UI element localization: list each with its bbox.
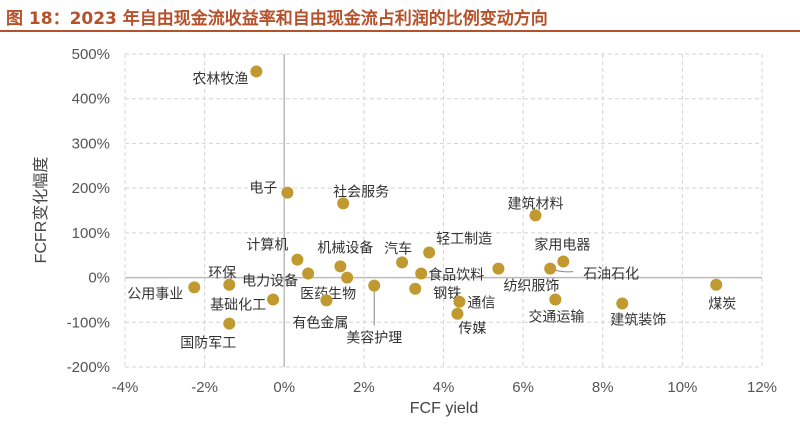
x-tick-label: -4% — [112, 379, 139, 396]
y-tick-label: -200% — [67, 359, 110, 376]
point-label: 电子 — [249, 181, 277, 197]
x-tick-label: 6% — [512, 379, 534, 396]
x-tick-label: -2% — [191, 379, 218, 396]
data-point — [223, 278, 236, 291]
point-label: 农林牧渔 — [192, 71, 248, 87]
point-label: 基础化工 — [210, 296, 266, 313]
x-tick-label: 8% — [592, 379, 614, 396]
data-point — [368, 279, 381, 292]
point-label: 交通运输 — [528, 308, 584, 325]
point-label: 食品饮料 — [428, 267, 484, 284]
point-label: 传媒 — [458, 321, 486, 337]
data-point — [281, 186, 294, 199]
y-tick-label: 500% — [72, 46, 110, 63]
y-tick-label: 400% — [72, 91, 110, 108]
data-point — [250, 65, 263, 78]
data-point — [337, 197, 350, 210]
point-label: 建筑装饰 — [610, 313, 666, 329]
x-axis-label: FCF yield — [410, 400, 478, 417]
point-label: 医药生物 — [300, 287, 356, 303]
point-label: 建筑材料 — [507, 196, 563, 212]
data-point — [492, 262, 505, 275]
x-tick-label: 12% — [747, 379, 777, 396]
y-tick-label: -100% — [67, 314, 110, 331]
data-point — [616, 297, 629, 310]
data-point — [334, 260, 347, 273]
data-point — [409, 282, 422, 295]
title-underline — [0, 30, 800, 32]
data-point — [710, 278, 723, 291]
y-tick-label: 0% — [88, 270, 110, 287]
data-point — [302, 267, 315, 280]
point-label: 公用事业 — [127, 286, 183, 302]
x-tick-label: 10% — [667, 379, 697, 396]
point-label: 国防军工 — [180, 336, 236, 352]
point-label: 电力设备 — [242, 273, 298, 290]
point-label: 轻工制造 — [436, 232, 492, 248]
y-tick-label: 100% — [72, 225, 110, 242]
point-label: 煤炭 — [708, 297, 736, 313]
data-point — [188, 281, 201, 294]
point-label: 钢铁 — [433, 286, 461, 302]
point-label: 环保 — [208, 266, 236, 282]
point-label: 石油石化 — [583, 267, 639, 283]
chart-title: 图 18：2023 年自由现金流收益率和自由现金流占利润的比例变动方向 — [6, 9, 548, 29]
y-tick-label: 200% — [72, 180, 110, 197]
data-point — [341, 271, 354, 284]
point-label: 社会服务 — [333, 184, 389, 200]
x-tick-label: 4% — [433, 379, 455, 396]
x-tick-label: 2% — [353, 379, 375, 396]
point-label: 机械设备 — [317, 239, 373, 256]
data-point — [529, 209, 542, 222]
point-label: 汽车 — [384, 240, 412, 257]
point-label: 通信 — [467, 296, 495, 312]
point-label: 计算机 — [246, 238, 288, 254]
x-tick-label: 0% — [273, 379, 295, 396]
y-tick-label: 300% — [72, 135, 110, 152]
point-label: 家用电器 — [534, 236, 590, 253]
data-point — [544, 262, 557, 275]
data-point — [415, 267, 428, 280]
y-axis-label: FCFR变化幅度 — [32, 157, 50, 264]
data-point — [423, 246, 436, 259]
data-point — [396, 256, 409, 269]
data-point — [267, 293, 280, 306]
data-point — [320, 294, 333, 307]
point-label: 有色金属 — [292, 314, 348, 331]
data-point — [453, 295, 466, 308]
data-point — [549, 293, 562, 306]
point-label: 美容护理 — [346, 330, 402, 347]
data-point — [223, 317, 236, 330]
point-label: 纺织服饰 — [503, 279, 559, 295]
data-point — [291, 253, 304, 266]
data-point — [451, 307, 464, 320]
data-point — [557, 255, 570, 268]
